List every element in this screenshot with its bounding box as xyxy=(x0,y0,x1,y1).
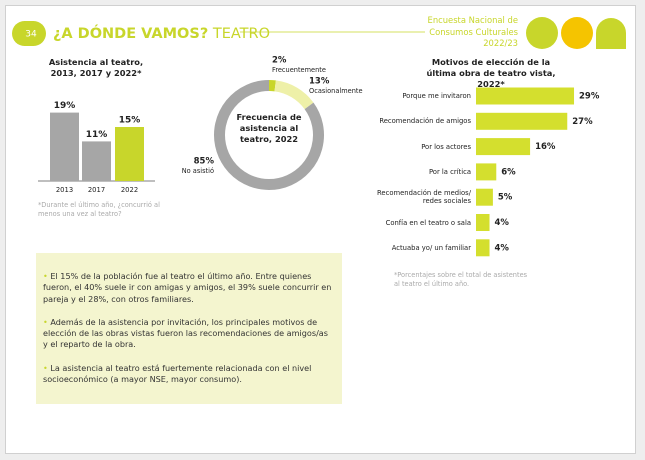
note: *Durante el último año, ¿concurrió al me… xyxy=(38,201,160,218)
survey-line: Encuesta Nacional de xyxy=(427,15,518,25)
note: *Porcentajes sobre el total de asistente… xyxy=(394,271,528,288)
value-label: 15% xyxy=(119,116,141,126)
bar xyxy=(476,188,493,206)
bar xyxy=(82,141,111,181)
title: ¿A DÓNDE VAMOS? xyxy=(53,24,208,42)
bar xyxy=(476,214,490,231)
y-tick-label: Recomendación de medios/ redes sociales xyxy=(377,189,471,206)
x-tick-label: 2022 xyxy=(121,186,138,194)
bar xyxy=(115,127,144,181)
page-number: 34 xyxy=(25,30,37,40)
x-tick-label: 2013 xyxy=(56,186,73,194)
y-tick-label: Actuaba yo/ un familiar xyxy=(391,243,471,252)
slice xyxy=(214,80,324,190)
slice xyxy=(274,80,314,110)
highlight: La asistencia al teatro está fuertemente… xyxy=(43,363,335,386)
bar xyxy=(476,138,531,156)
bar xyxy=(50,112,79,181)
y-tick-label: Porque me invitaron xyxy=(402,92,471,100)
header-title: ¿A DÓNDE VAMOS? TEATRO xyxy=(53,24,270,42)
slice-label: No asistió xyxy=(182,167,214,175)
bar xyxy=(476,163,497,181)
value-label: 4% xyxy=(495,243,510,253)
slice-label: Ocasionalmente xyxy=(309,87,363,95)
deco xyxy=(596,18,626,49)
survey-line: 2022/23 xyxy=(483,38,518,48)
deco xyxy=(561,17,593,49)
highlight: El 15% de la población fue al teatro el … xyxy=(43,271,335,305)
y-tick-label: Por los actores xyxy=(421,142,471,151)
value-label: 5% xyxy=(498,193,513,203)
chart-title: Asistencia al teatro, 2013, 2017 y 2022* xyxy=(48,57,144,78)
bar xyxy=(476,239,490,257)
highlights: El 15% de la población fue al teatro el … xyxy=(36,253,342,404)
bar xyxy=(476,87,575,105)
chart-title: Frecuencia de asistencia al teatro, 2022 xyxy=(236,112,302,144)
value-label: 11% xyxy=(86,130,108,140)
value-label: 4% xyxy=(495,218,510,228)
y-tick-label: Recomendación de amigos xyxy=(379,117,471,126)
y-tick-label: Por la crítica xyxy=(428,167,471,176)
value-label: 13% xyxy=(309,77,330,87)
value-label: 85% xyxy=(194,157,215,167)
value-label: 27% xyxy=(572,117,593,127)
deco xyxy=(526,17,558,49)
survey-line: Consumos Culturales xyxy=(429,26,518,37)
bar xyxy=(476,112,568,130)
y-tick-label: Confía en el teatro o sala xyxy=(385,218,471,227)
value-label: 19% xyxy=(54,101,76,111)
value-label: 6% xyxy=(501,167,516,177)
value-label: 2% xyxy=(272,56,287,66)
value-label: 16% xyxy=(535,142,556,152)
highlight: Además de la asistencia por invitación, … xyxy=(43,317,335,351)
x-tick-label: 2017 xyxy=(88,186,105,194)
page-pill xyxy=(12,21,46,46)
survey: Encuesta Nacional de Consumos Culturales… xyxy=(400,15,518,50)
value-label: 29% xyxy=(579,92,600,102)
slice-label: Frecuentemente xyxy=(272,66,326,74)
section: TEATRO xyxy=(212,26,270,42)
chart-title: Motivos de elección de la última obra de… xyxy=(426,57,556,89)
